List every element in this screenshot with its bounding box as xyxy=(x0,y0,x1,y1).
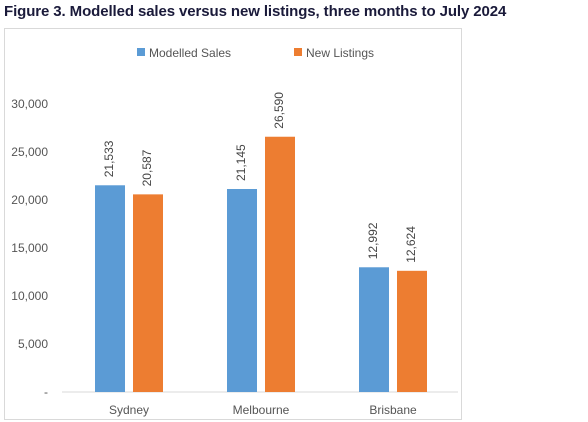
chart-frame xyxy=(4,28,462,420)
y-tick-label: 5,000 xyxy=(18,337,48,351)
legend-label-new-listings: New Listings xyxy=(306,46,374,60)
bar-sydney-modelled-sales xyxy=(95,185,125,392)
bar-melbourne-modelled-sales xyxy=(227,189,257,392)
data-label-melbourne-new-listings: 26,590 xyxy=(272,92,286,129)
bar-sydney-new-listings xyxy=(133,194,163,392)
bar-brisbane-new-listings xyxy=(397,270,427,392)
legend-label-modelled-sales: Modelled Sales xyxy=(149,46,231,60)
y-tick-label: 30,000 xyxy=(11,97,48,111)
y-tick-label: 15,000 xyxy=(11,241,48,255)
legend-swatch-new-listings xyxy=(294,48,302,56)
data-label-melbourne-modelled-sales: 21,145 xyxy=(234,144,248,181)
chart-title: Figure 3. Modelled sales versus new list… xyxy=(4,3,507,20)
x-tick-label: Sydney xyxy=(109,403,149,417)
y-tick-label: 20,000 xyxy=(11,193,48,207)
data-label-sydney-new-listings: 20,587 xyxy=(140,149,154,186)
bar-melbourne-new-listings xyxy=(265,136,295,392)
data-label-brisbane-modelled-sales: 12,992 xyxy=(366,222,380,259)
y-tick-label: 10,000 xyxy=(11,289,48,303)
x-tick-label: Brisbane xyxy=(369,403,417,417)
data-label-brisbane-new-listings: 12,624 xyxy=(404,226,418,263)
data-label-sydney-modelled-sales: 21,533 xyxy=(102,140,116,177)
x-tick-label: Melbourne xyxy=(233,403,290,417)
legend-swatch-modelled-sales xyxy=(137,48,145,56)
y-tick-label: 25,000 xyxy=(11,145,48,159)
bar-brisbane-modelled-sales xyxy=(359,267,389,392)
y-tick-label: - xyxy=(44,385,48,399)
